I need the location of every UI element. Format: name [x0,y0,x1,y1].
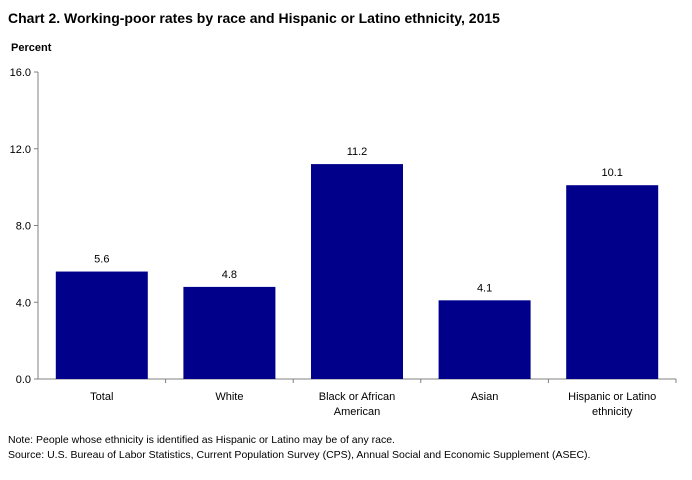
data-label: 10.1 [601,167,622,179]
bar [311,164,403,379]
x-tick-label: White [215,391,243,403]
bar [566,185,659,379]
bar [438,300,531,379]
x-tick-label: Hispanic or Latino [568,391,656,403]
data-label: 11.2 [347,146,368,158]
y-tick-label: 0.0 [16,374,31,386]
footnote-source: Source: U.S. Bureau of Labor Statistics,… [8,449,591,461]
data-label: 4.8 [222,269,237,281]
chart-title: Chart 2. Working-poor rates by race and … [8,10,500,26]
y-tick-label: 8.0 [16,221,31,233]
x-tick-label: Asian [471,391,499,403]
footnote-note: Note: People whose ethnicity is identifi… [8,434,395,446]
bar [55,271,148,379]
x-tick-label: ethnicity [592,406,633,418]
y-axis-label: Percent [11,42,52,54]
y-tick-label: 4.0 [16,297,31,309]
bar [183,286,276,379]
data-label: 5.6 [94,254,109,266]
y-tick-label: 16.0 [10,67,31,79]
data-label: 4.1 [477,282,492,294]
x-tick-label: Black or African [319,391,395,403]
x-tick-label: Total [90,391,113,403]
y-tick-label: 12.0 [10,144,31,156]
x-tick-label: American [334,406,380,418]
